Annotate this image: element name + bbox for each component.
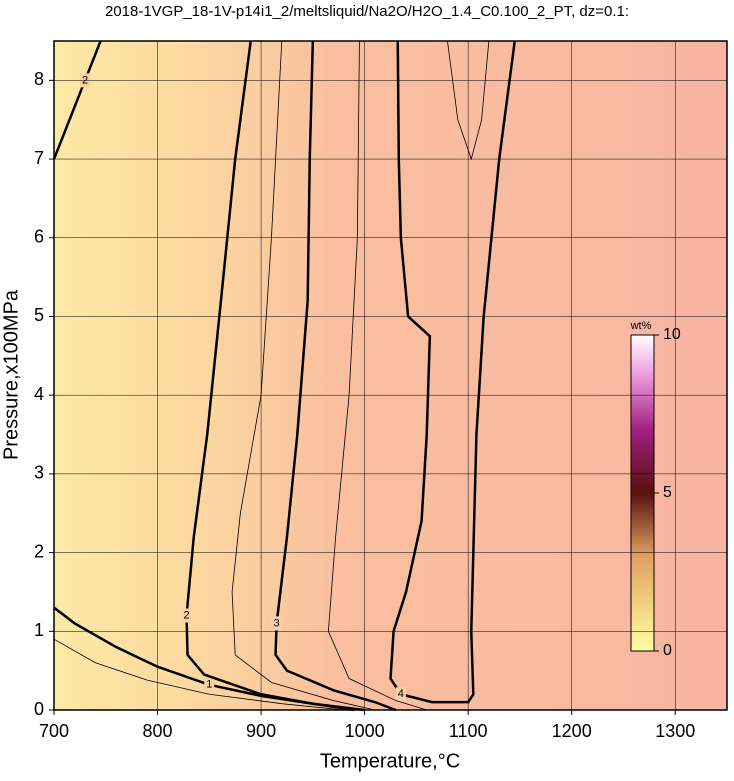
y-tick-label: 0	[34, 699, 44, 719]
contour-label: 2	[183, 609, 189, 621]
y-tick-label: 2	[34, 541, 44, 561]
x-tick-label: 1300	[655, 721, 695, 741]
contour-label: 4	[398, 688, 404, 700]
colorbar-tick-label: 10	[663, 326, 681, 343]
contour-label: 1	[206, 679, 212, 691]
x-tick-label: 800	[143, 721, 173, 741]
contour-label-bg	[181, 608, 192, 623]
y-tick-label: 7	[34, 148, 44, 168]
y-tick-label: 8	[34, 69, 44, 89]
colorbar-tick-label: 0	[663, 642, 672, 659]
contour-line	[231, 40, 376, 711]
plot-background	[54, 41, 727, 710]
x-tick-label: 900	[246, 721, 276, 741]
colorbar-tick-label: 5	[663, 484, 672, 501]
contour-label-bg	[395, 687, 406, 702]
y-tick-label: 4	[34, 384, 44, 404]
x-tick-label: 1100	[449, 721, 488, 741]
x-tick-label: 1000	[345, 721, 385, 741]
chart-title: 2018-1VGP_18-1V-p14i1_2/meltsliquid/Na2O…	[105, 3, 629, 20]
y-tick-label: 1	[34, 620, 44, 640]
x-tick-label: 1200	[552, 721, 592, 741]
y-axis-label: Pressure,x100MPa	[0, 289, 22, 460]
x-tick-label: 700	[39, 721, 69, 741]
contour-line	[52, 40, 102, 160]
contour-line	[53, 638, 344, 711]
colorbar-label: wt%	[630, 320, 652, 332]
y-tick-label: 5	[34, 305, 44, 325]
contour-line	[327, 40, 427, 711]
plot-frame	[53, 40, 728, 711]
contour-line	[389, 40, 516, 704]
y-tick-label: 6	[34, 227, 44, 247]
x-axis-label: Temperature,°C	[320, 750, 460, 772]
colorbar	[630, 334, 655, 652]
contour-label-bg	[204, 677, 215, 692]
contour-label-bg	[271, 616, 282, 631]
contour-label: 3	[274, 617, 280, 629]
y-tick-label: 3	[34, 463, 44, 483]
